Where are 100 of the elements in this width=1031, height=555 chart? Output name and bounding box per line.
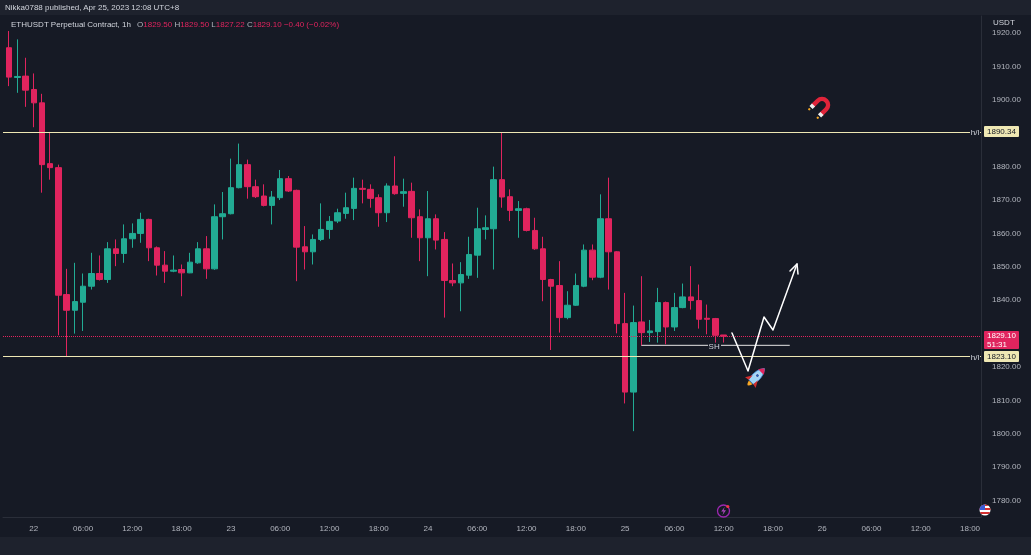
candlestick: [121, 223, 127, 264]
y-tick-label: 1870.00: [992, 195, 1022, 205]
candlestick: [261, 183, 267, 207]
candlestick: [655, 287, 661, 344]
x-tick-label: 25: [620, 523, 631, 533]
candlestick: [228, 158, 234, 215]
candlestick: [72, 262, 78, 335]
x-tick-label: 12:00: [122, 523, 143, 533]
x-tick-label: 12:00: [713, 523, 735, 533]
candlestick: [236, 143, 242, 189]
y-tick-label: 1800.00: [992, 429, 1022, 438]
x-tick-label: 22: [29, 523, 39, 533]
candlestick: [400, 178, 407, 208]
y-tick-label: 1900.00: [992, 95, 1022, 104]
x-tick-label: 18:00: [565, 523, 587, 533]
candlestick: [146, 218, 152, 262]
candlestick: [605, 177, 612, 291]
candlestick: [6, 30, 12, 87]
candlestick: [343, 192, 349, 220]
candlestick: [573, 273, 579, 307]
x-tick-label: 24: [423, 523, 434, 533]
x-tick-label: 06:00: [73, 523, 94, 533]
x-tick-label: 18:00: [171, 523, 193, 533]
x-tick-label: 18:00: [960, 523, 981, 533]
candlestick: [564, 290, 571, 320]
candlestick: [523, 207, 530, 232]
text: ETHUSDT Perpetual Contract, 1h: [11, 20, 131, 30]
candlestick: [696, 284, 702, 330]
annotation: SH: [707, 341, 721, 351]
y-tick-label: 1780.00: [992, 495, 1022, 505]
candlestick: [88, 252, 95, 291]
y-tick-label: 1880.00: [992, 161, 1022, 171]
x-tick-label: 18:00: [762, 523, 784, 533]
candlestick: [318, 202, 324, 242]
y-tick-label: 1810.00: [992, 395, 1022, 405]
x-tick-label: 26: [817, 523, 828, 533]
x-tick-label: 12:00: [319, 523, 341, 533]
candlestick: [540, 236, 546, 302]
y-tick-label: 1790.00: [992, 462, 1022, 472]
candlestick: [14, 38, 21, 94]
candlestick: [187, 252, 193, 274]
candlestick: [392, 155, 398, 196]
ref-line-label: 1823.10: [984, 350, 1019, 362]
candlestick: [532, 217, 538, 251]
x-tick-label: 12:00: [910, 523, 932, 533]
y-tick-label: 1840.00: [992, 295, 1022, 305]
candlestick: [556, 260, 563, 334]
candlestick: [269, 190, 275, 225]
x-tick-label: 23: [226, 523, 236, 533]
candlestick: [647, 319, 653, 343]
x-tick-label: 06:00: [270, 523, 291, 533]
candlestick: [162, 250, 168, 284]
y-tick-label: 1910.00: [992, 61, 1022, 71]
ref-line-label: 1890.34: [984, 126, 1019, 138]
candlestick: [80, 273, 86, 332]
candlestick: [104, 241, 111, 284]
candlestick: [466, 236, 472, 280]
candlestick: [47, 131, 53, 181]
y-tick-label: 1820.00: [992, 362, 1022, 372]
y-axis-title: USDT: [993, 18, 1015, 28]
text: 51:31: [987, 340, 1008, 350]
candlestick: [589, 243, 596, 281]
candlestick: [425, 190, 431, 277]
candlestick: [581, 243, 587, 288]
candlestick: [310, 233, 316, 265]
candlestick: [408, 182, 415, 239]
x-tick-label: 06:00: [861, 523, 883, 533]
candlestick: [302, 225, 308, 271]
candlestick: [39, 93, 45, 194]
x-tick-label: 06:00: [467, 523, 488, 533]
candlestick: [614, 250, 620, 334]
x-tick-label: 18:00: [368, 523, 390, 533]
y-tick-label: 1850.00: [992, 262, 1022, 271]
candlestick: [597, 193, 604, 279]
candlestick: [195, 241, 201, 265]
y-tick-label: 1920.00: [992, 28, 1022, 38]
candlestick: [417, 208, 423, 262]
candlestick: [507, 188, 513, 222]
x-tick-label: 06:00: [664, 523, 685, 533]
y-tick-label: 1860.00: [992, 228, 1022, 238]
candlestick: [384, 182, 390, 223]
candlestick: [178, 264, 185, 297]
candlestick: [277, 169, 283, 201]
annotation: h/l: [969, 352, 981, 362]
candlestick: [96, 254, 103, 282]
candlestick: [630, 305, 637, 432]
text: O1829.50 H1829.50 L1827.22 C1829.10 −0.40 (−0.02%): [137, 20, 340, 29]
annotation: h/l: [969, 128, 981, 138]
candlestick: [170, 254, 177, 273]
candlestick: [22, 57, 29, 108]
candlestick: [31, 72, 37, 128]
ref-line-label: 1829.10: [987, 331, 1016, 341]
candlestick: [688, 265, 694, 311]
candlestick: [499, 132, 505, 209]
candlestick: [704, 304, 710, 335]
candlestick: [515, 200, 522, 239]
candlestick: [458, 261, 464, 312]
candlestick: [154, 245, 160, 277]
candlestick: [351, 177, 357, 221]
candlestick: [113, 238, 119, 267]
